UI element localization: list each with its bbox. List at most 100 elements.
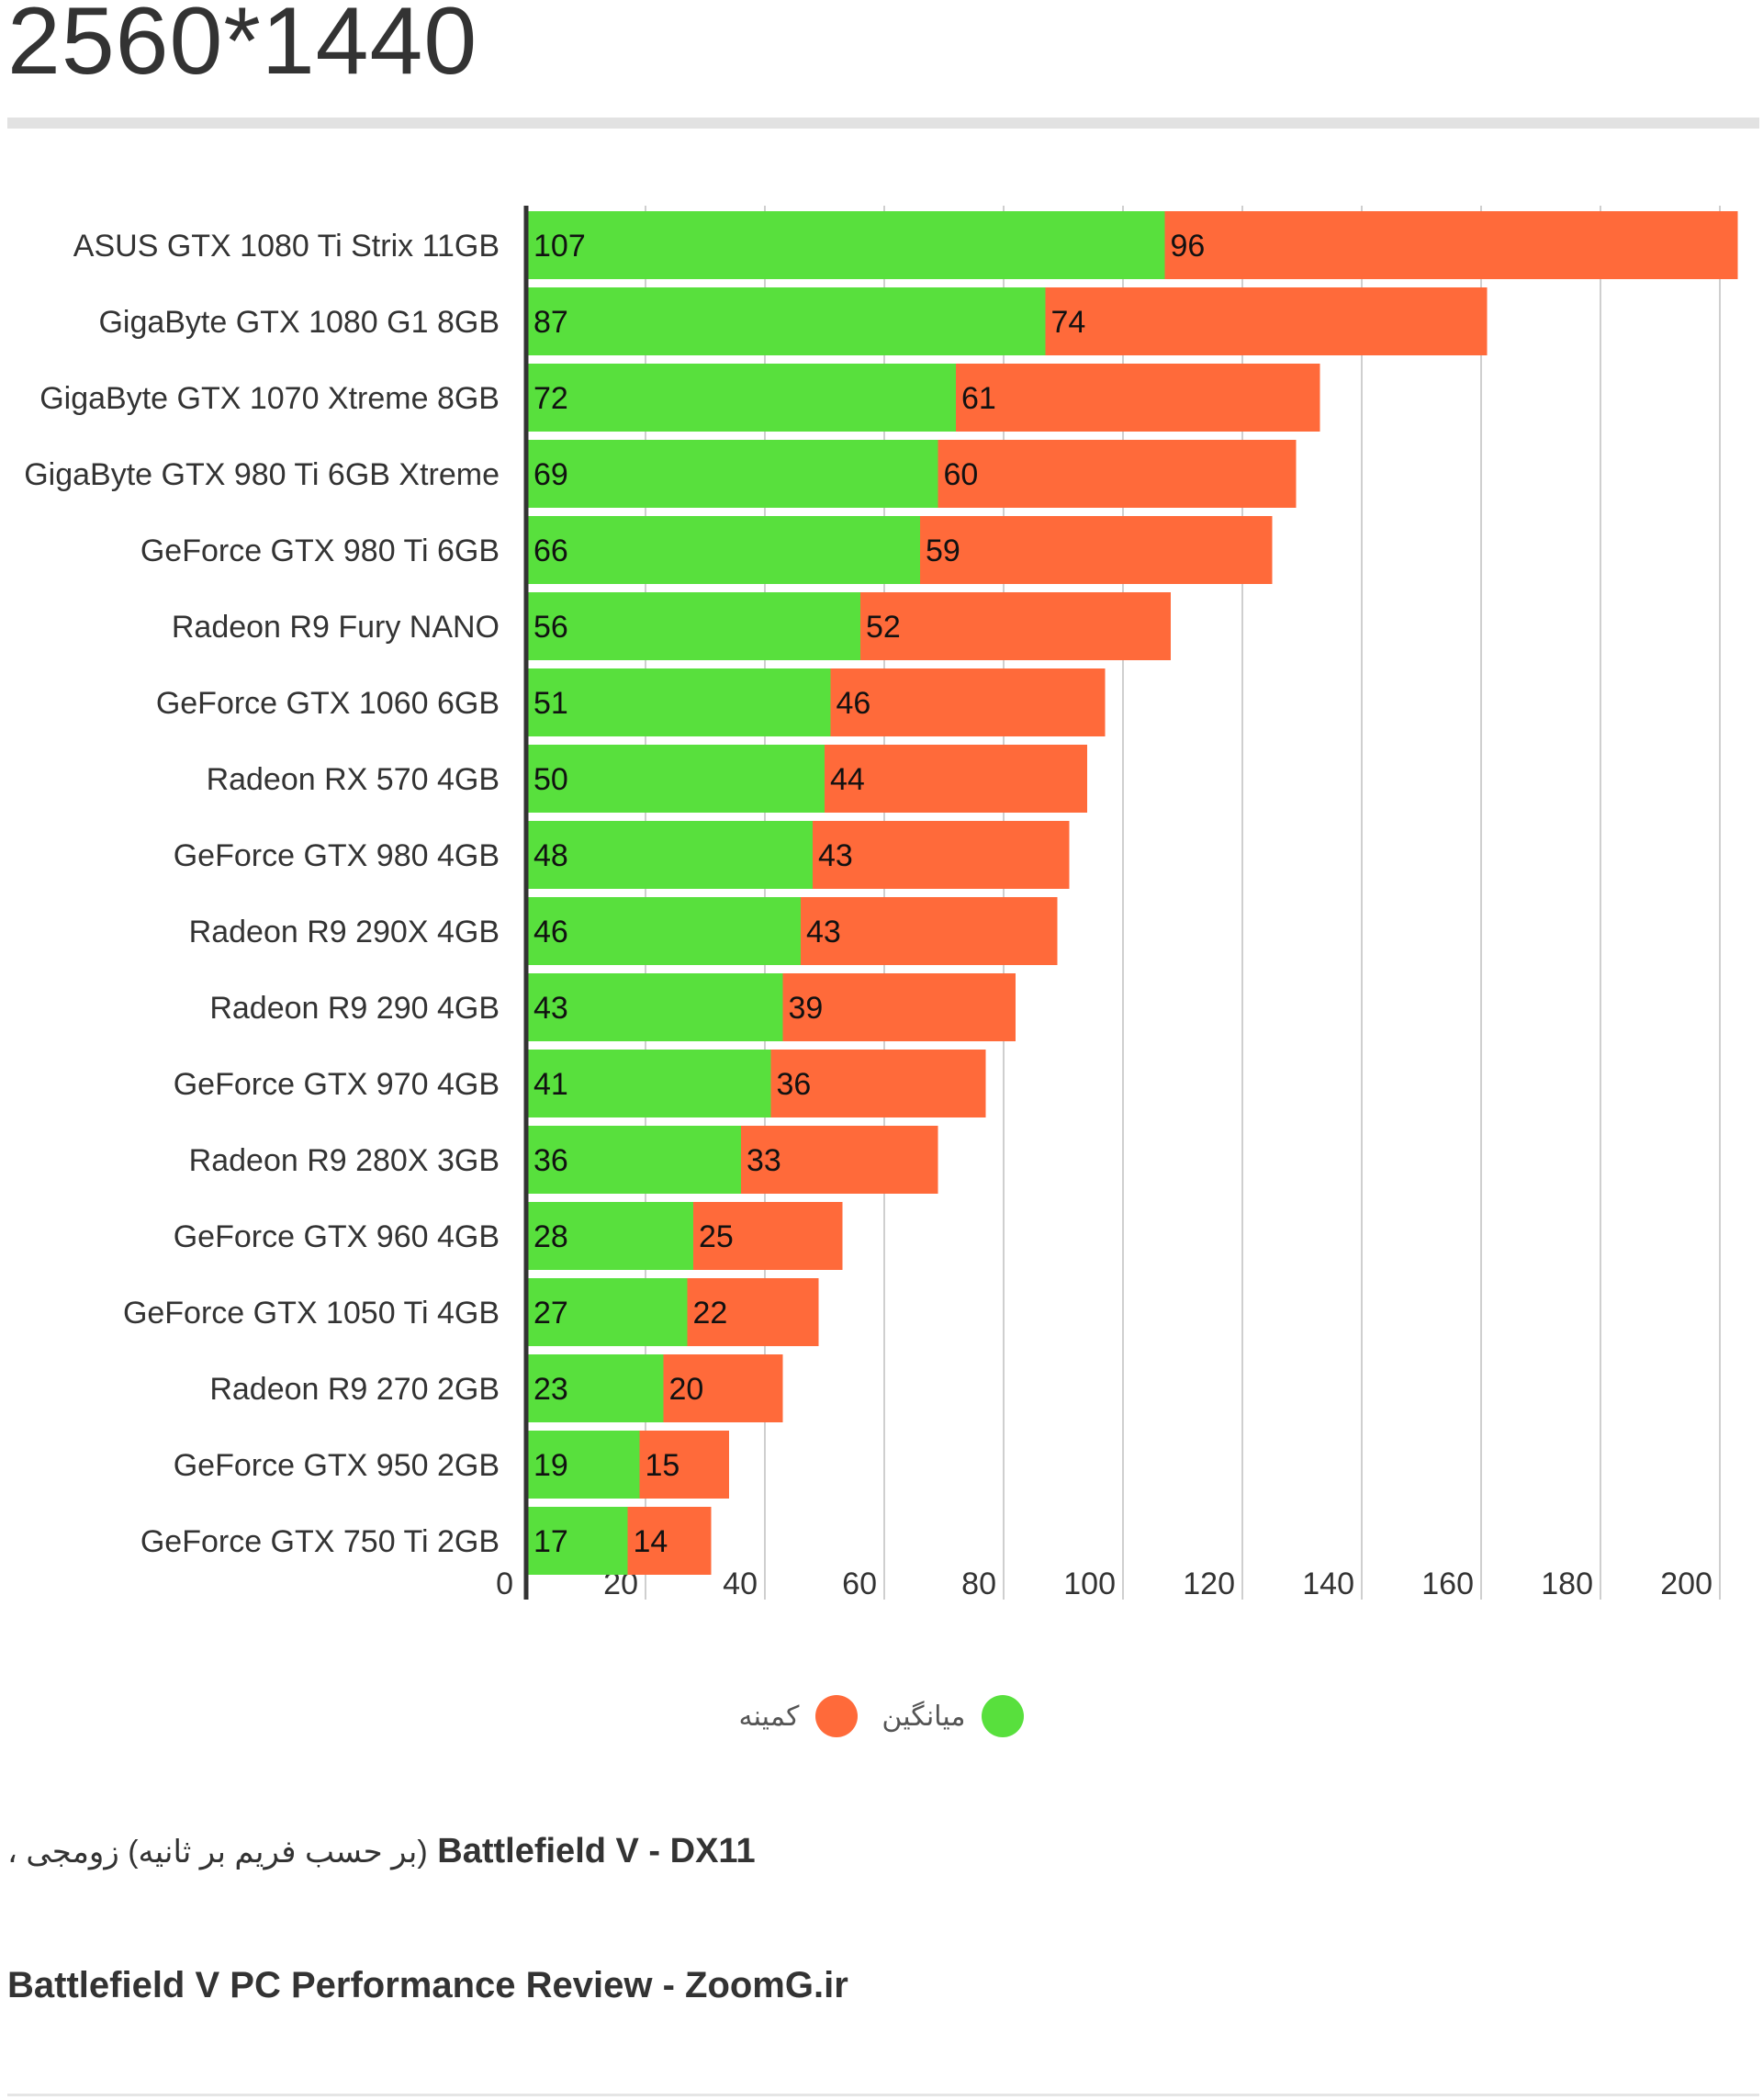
category-label: GigaByte GTX 1080 G1 8GB — [98, 305, 500, 340]
bar-minimum — [860, 592, 1171, 660]
value-label-average: 41 — [533, 1067, 568, 1102]
value-label-minimum: 59 — [926, 533, 960, 568]
category-label: GeForce GTX 750 Ti 2GB — [140, 1524, 500, 1559]
legend-average-swatch — [982, 1695, 1025, 1737]
legend-minimum-swatch — [815, 1695, 859, 1737]
value-label-minimum: 20 — [669, 1372, 704, 1407]
bar-average — [526, 440, 938, 508]
bar-minimum — [693, 1202, 843, 1270]
value-label-average: 19 — [533, 1448, 568, 1483]
category-label: GigaByte GTX 1070 Xtreme 8GB — [39, 381, 500, 416]
value-label-minimum: 43 — [806, 915, 841, 949]
bar-minimum — [663, 1354, 783, 1422]
value-label-minimum: 15 — [646, 1448, 680, 1483]
title-divider — [7, 118, 1759, 129]
bar-average — [526, 1126, 741, 1194]
bar-minimum — [1045, 287, 1488, 355]
bar-average — [526, 364, 956, 432]
value-label-average: 17 — [533, 1524, 568, 1559]
bar-minimum — [770, 1050, 986, 1117]
category-label: Radeon R9 290X 4GB — [189, 915, 500, 949]
bar-minimum — [627, 1507, 712, 1575]
category-label: GeForce GTX 1060 6GB — [156, 686, 500, 721]
bar-average — [526, 1050, 771, 1117]
chart-caption: (بر حسب فریم بر ثانیه) زومجی ، Battlefie… — [7, 1832, 756, 1871]
value-label-minimum: 60 — [944, 457, 979, 492]
category-label: GeForce GTX 950 2GB — [174, 1448, 500, 1483]
category-label: Radeon R9 270 2GB — [209, 1372, 500, 1407]
value-label-average: 28 — [533, 1219, 568, 1254]
x-tick-label-40: 40 — [723, 1567, 758, 1601]
bar-average — [526, 516, 920, 584]
bar-minimum — [938, 440, 1297, 508]
bottom-divider — [7, 2094, 1759, 2096]
value-label-minimum: 33 — [747, 1143, 781, 1178]
value-label-minimum: 61 — [961, 381, 996, 416]
caption-english: Battlefield V - DX11 — [437, 1832, 756, 1870]
bar-average — [526, 211, 1165, 279]
legend-average-label: میانگین — [882, 1701, 966, 1732]
value-label-minimum: 36 — [777, 1067, 812, 1102]
value-label-average: 36 — [533, 1143, 568, 1178]
bar-minimum — [956, 364, 1320, 432]
bar-minimum — [920, 516, 1273, 584]
bar-average — [526, 1278, 688, 1346]
x-tick-label-100: 100 — [1063, 1567, 1116, 1601]
value-label-average: 66 — [533, 533, 568, 568]
x-tick-label-200: 200 — [1660, 1567, 1712, 1601]
value-label-minimum: 96 — [1171, 229, 1206, 264]
category-label: ASUS GTX 1080 Ti Strix 11GB — [73, 229, 500, 264]
legend-minimum-label: کمینه — [738, 1701, 800, 1732]
value-label-average: 43 — [533, 991, 568, 1026]
source-credit: Battlefield V PC Performance Review - Zo… — [7, 1965, 848, 2005]
x-tick-label-60: 60 — [842, 1567, 877, 1601]
category-label: GigaByte GTX 980 Ti 6GB Xtreme — [24, 457, 500, 492]
fps-bar-chart: 0 20 40 60 80 100 120 140 160 180 200 107 96 ASUS GTX… — [24, 206, 1738, 1601]
category-label: Radeon RX 570 4GB — [207, 762, 500, 797]
value-label-average: 56 — [533, 610, 568, 645]
bar-minimum — [741, 1126, 938, 1194]
value-label-minimum: 43 — [818, 838, 853, 873]
value-label-average: 107 — [533, 229, 586, 264]
legend-item-average[interactable]: میانگین — [882, 1695, 1025, 1737]
x-tick-label-140: 140 — [1302, 1567, 1354, 1601]
bar-average — [526, 1354, 664, 1422]
bar-average — [526, 897, 801, 965]
value-label-minimum: 74 — [1051, 305, 1086, 340]
x-tick-label-80: 80 — [961, 1567, 996, 1601]
value-label-average: 51 — [533, 686, 568, 721]
bar-average — [526, 287, 1046, 355]
category-label: GeForce GTX 980 4GB — [174, 838, 500, 873]
value-label-minimum: 22 — [693, 1296, 728, 1331]
value-label-minimum: 25 — [699, 1219, 734, 1254]
category-label: Radeon R9 Fury NANO — [172, 610, 500, 645]
bar-minimum — [687, 1278, 819, 1346]
category-label: Radeon R9 280X 3GB — [189, 1143, 500, 1178]
page-title: 2560*1440 — [7, 0, 478, 95]
value-label-average: 27 — [533, 1296, 568, 1331]
chart-legend: کمینه میانگین — [0, 1695, 1763, 1737]
bar-minimum — [1164, 211, 1738, 279]
bar-average — [526, 821, 813, 889]
category-label: GeForce GTX 960 4GB — [174, 1219, 500, 1254]
bar-minimum — [813, 821, 1070, 889]
value-label-minimum: 39 — [789, 991, 824, 1026]
x-tick-label-180: 180 — [1541, 1567, 1593, 1601]
bar-average — [526, 1431, 640, 1499]
bar-minimum — [825, 745, 1087, 813]
value-label-average: 46 — [533, 915, 568, 949]
bar-minimum — [801, 897, 1058, 965]
value-label-minimum: 46 — [837, 686, 871, 721]
x-tick-label-120: 120 — [1183, 1567, 1235, 1601]
value-label-minimum: 44 — [830, 762, 865, 797]
legend-item-minimum[interactable]: کمینه — [739, 1695, 859, 1737]
category-label: GeForce GTX 970 4GB — [174, 1067, 500, 1102]
bar-average — [526, 745, 825, 813]
bar-average — [526, 1202, 693, 1270]
bar-average — [526, 668, 831, 736]
value-label-average: 50 — [533, 762, 568, 797]
category-label: Radeon R9 290 4GB — [209, 991, 500, 1026]
bar-minimum — [830, 668, 1106, 736]
bar-minimum — [782, 973, 1016, 1041]
value-label-average: 69 — [533, 457, 568, 492]
